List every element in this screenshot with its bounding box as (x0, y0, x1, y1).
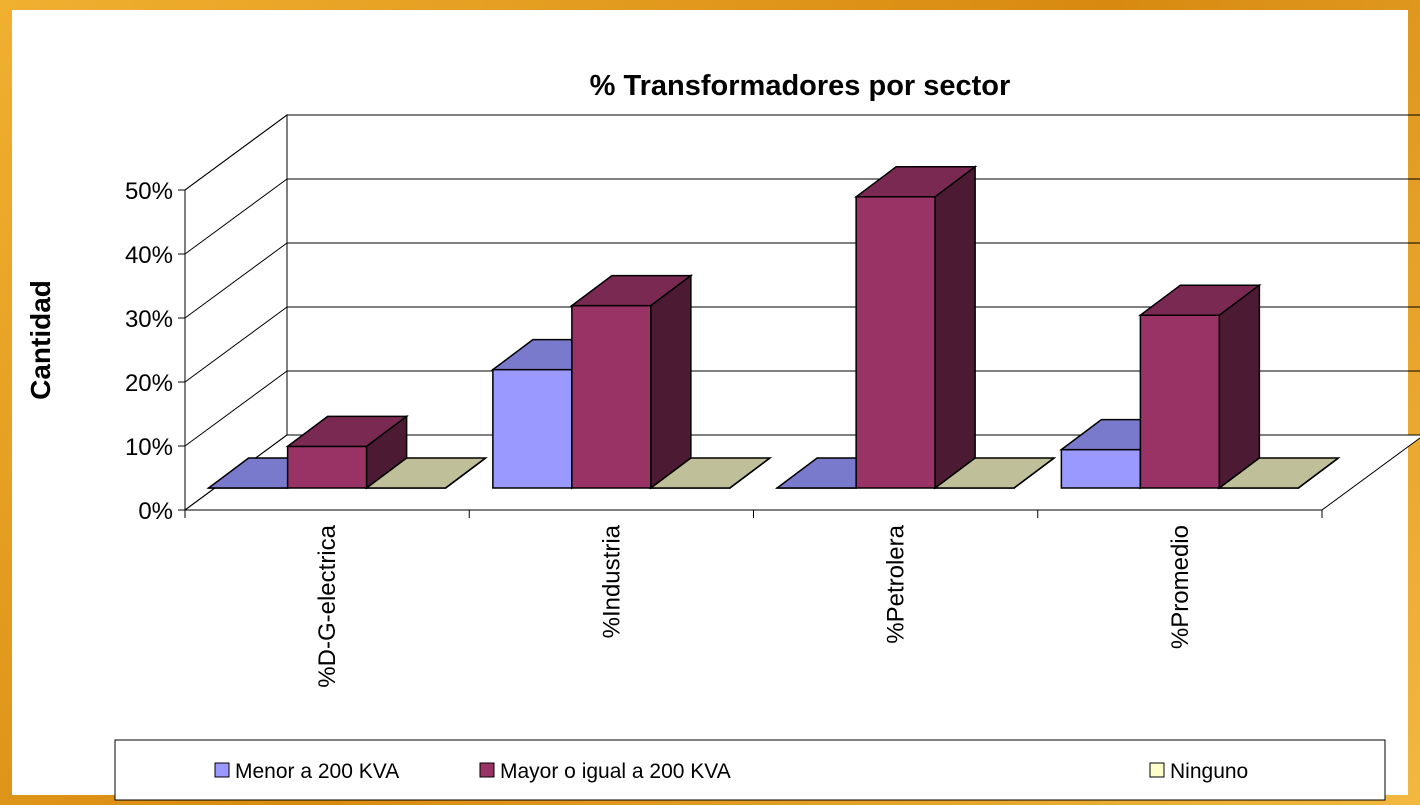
y-tick-label: 0% (138, 498, 173, 525)
y-axis-label: Cantidad (25, 280, 56, 400)
bar-front (1060, 448, 1142, 489)
chart-title: % Transformadores por sector (590, 70, 1011, 102)
bar-side (1218, 283, 1261, 490)
bar-front (492, 368, 573, 489)
bar-side (650, 274, 692, 490)
y-tick-label: 50% (125, 178, 173, 205)
bar-front (855, 196, 936, 489)
y-tick-label: 40% (125, 242, 173, 269)
legend-swatch (479, 762, 495, 778)
legend-swatch (1149, 762, 1165, 778)
grid-line (184, 178, 1420, 255)
grid-line (184, 242, 1420, 319)
y-tick-label: 30% (125, 306, 173, 333)
bar-front (286, 445, 368, 489)
bar-side (1013, 457, 1055, 489)
bar-side (729, 457, 771, 489)
legend-label: Ninguno (1170, 760, 1248, 783)
x-tick-label: %Petrolera (883, 524, 910, 643)
grid-line (184, 306, 1420, 383)
bar-side (934, 165, 976, 490)
legend-swatch (214, 762, 230, 778)
y-tick-label: 10% (125, 434, 173, 461)
bar-front (571, 304, 652, 489)
bar-front (1139, 314, 1221, 489)
legend-label: Mayor o igual a 200 KVA (500, 760, 731, 783)
x-tick-label: %D-G-electrica (314, 524, 341, 687)
grid-line (184, 114, 1420, 191)
x-tick-label: %Promedio (1167, 525, 1194, 649)
legend (114, 739, 1386, 801)
y-tick-label: 20% (125, 370, 173, 397)
bar-side (1297, 457, 1339, 489)
bar-side (445, 457, 487, 489)
x-tick-label: %Industria (598, 524, 625, 638)
legend-label: Menor a 200 KVA (235, 760, 399, 783)
grid-line (184, 370, 1420, 447)
